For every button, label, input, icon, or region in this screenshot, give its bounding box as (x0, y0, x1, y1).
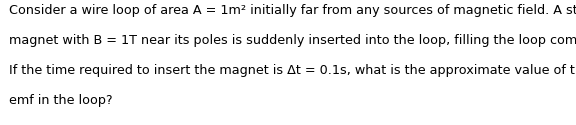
Text: emf in the loop?: emf in the loop? (9, 94, 112, 107)
Text: Consider a wire loop of area A = 1m² initially far from any sources of magnetic : Consider a wire loop of area A = 1m² ini… (9, 4, 576, 17)
Text: magnet with B = 1T near its poles is suddenly inserted into the loop, filling th: magnet with B = 1T near its poles is sud… (9, 34, 576, 47)
Text: If the time required to insert the magnet is Δt = 0.1s, what is the approximate : If the time required to insert the magne… (9, 64, 576, 77)
